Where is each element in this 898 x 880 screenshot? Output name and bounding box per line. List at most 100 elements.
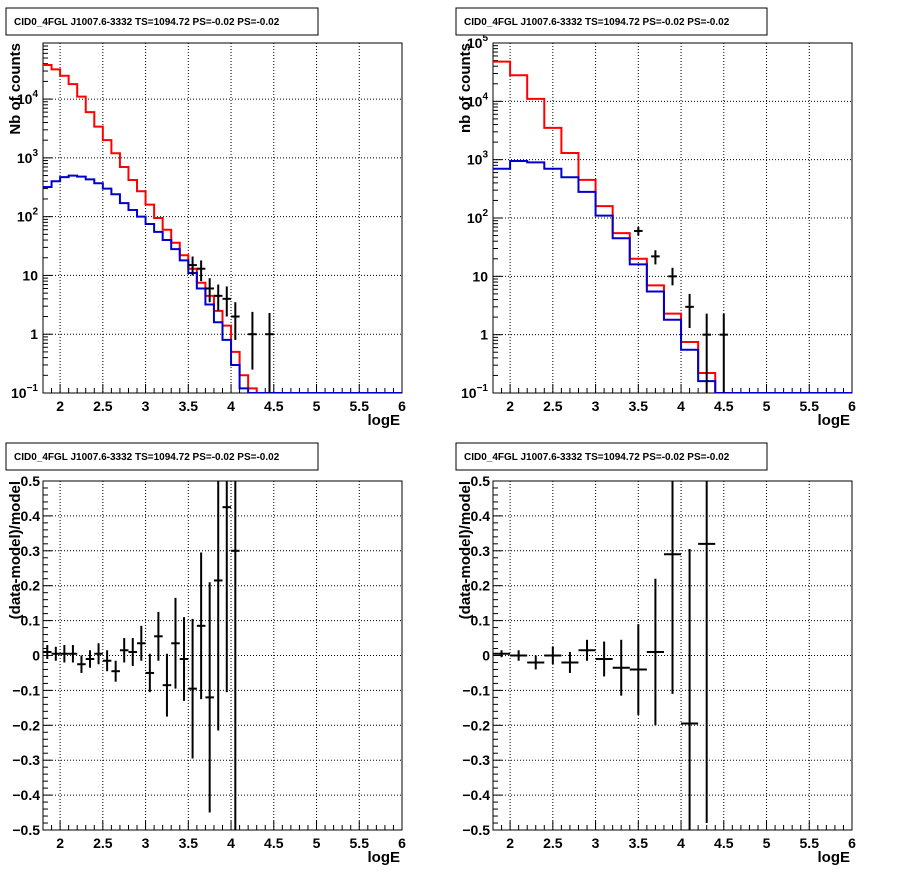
plot-data — [43, 481, 240, 830]
y-tick-label: −0.2 — [12, 717, 40, 733]
x-tick-label: 6 — [848, 835, 856, 851]
x-axis-title: logE — [368, 849, 401, 866]
y-tick-label: 0.4 — [471, 508, 491, 524]
y-axis-title: Nb of counts — [7, 43, 24, 135]
x-tick-label: 4.5 — [714, 835, 734, 851]
x-axis-title: logE — [368, 412, 401, 429]
y-tick-label: 103 — [17, 148, 39, 166]
x-tick-label: 4 — [677, 398, 685, 414]
y-tick-label: 0.1 — [471, 613, 491, 629]
x-tick-label: 5.5 — [350, 835, 370, 851]
x-axis-title: logE — [818, 849, 851, 866]
y-tick-label: 104 — [17, 89, 39, 107]
chart-title: CID0_4FGL J1007.6-3332 TS=1094.72 PS=-0.… — [14, 452, 280, 463]
y-tick-label: 0.2 — [21, 578, 41, 594]
x-tick-label: 4 — [227, 398, 235, 414]
y-tick-label: −0.3 — [12, 752, 40, 768]
y-tick-label: 0.5 — [21, 473, 41, 489]
y-tick-label: 0.3 — [21, 543, 41, 559]
y-axis-title: (data-model)/model — [457, 481, 474, 619]
x-tick-label: 5 — [763, 835, 771, 851]
plot-frame — [492, 42, 853, 394]
plot-data — [493, 481, 716, 830]
x-tick-label: 2.5 — [543, 835, 563, 851]
chart-title: CID0_4FGL J1007.6-3332 TS=1094.72 PS=-0.… — [14, 17, 280, 28]
x-tick-label: 5.5 — [800, 835, 820, 851]
x-tick-label: 3 — [142, 398, 150, 414]
chart-panel-1: 2 2.5 3 3.5 4 4.5 5 5.5 6 10−1 1 10 102 103 104 logE Nb … — [5, 7, 406, 429]
x-tick-label: 4 — [677, 835, 685, 851]
y-tick-label: 0 — [32, 648, 40, 664]
title-box — [455, 442, 768, 471]
x-tick-label: 3.5 — [629, 398, 649, 414]
chart-title: CID0_4FGL J1007.6-3332 TS=1094.72 PS=-0.… — [464, 452, 730, 463]
y-tick-label: 1 — [30, 326, 38, 342]
x-tick-label: 3.5 — [179, 398, 199, 414]
x-tick-label: 3 — [142, 835, 150, 851]
x-tick-label: 6 — [398, 398, 406, 414]
x-tick-label: 2 — [506, 835, 514, 851]
plot-data — [493, 60, 852, 393]
x-tick-label: 2.5 — [543, 398, 563, 414]
y-tick-label: 103 — [467, 150, 489, 168]
model-component-line — [493, 159, 852, 393]
x-tick-label: 2.5 — [93, 835, 113, 851]
x-tick-label: 2 — [506, 398, 514, 414]
x-tick-label: 3 — [592, 835, 600, 851]
x-tick-label: 4.5 — [264, 398, 284, 414]
x-tick-label: 6 — [398, 835, 406, 851]
y-tick-label: −0.4 — [12, 787, 40, 803]
y-tick-label: 10 — [22, 267, 38, 283]
y-axis-title: nb of counts — [457, 43, 474, 133]
y-tick-label: −0.1 — [462, 682, 490, 698]
model-total-line — [493, 60, 852, 393]
x-tick-label: 5 — [313, 835, 321, 851]
x-tick-label: 5.5 — [800, 398, 820, 414]
x-tick-label: 2 — [56, 835, 64, 851]
title-box — [455, 7, 768, 36]
y-tick-label: 10−1 — [461, 383, 488, 401]
y-tick-label: 102 — [467, 208, 489, 226]
x-tick-label: 3.5 — [629, 835, 649, 851]
x-tick-label: 5 — [313, 398, 321, 414]
y-axis-title: (data-model)/model — [7, 481, 24, 619]
x-tick-label: 4.5 — [714, 398, 734, 414]
y-tick-label: 0.5 — [471, 473, 491, 489]
x-tick-label: 5.5 — [350, 398, 370, 414]
x-tick-label: 2 — [56, 398, 64, 414]
y-tick-label: −0.5 — [462, 822, 490, 838]
chart-panel-4: 2 2.5 3 3.5 4 4.5 5 5.5 6 −0.5 −0.4 −0.3 −0.2 −0.1 0 0.… — [455, 442, 856, 866]
model-component-line — [43, 174, 402, 393]
plot-frame — [42, 480, 403, 831]
chart-panel-2: 2 2.5 3 3.5 4 4.5 5 5.5 6 10−1 1 10 102 103 104 105 logE… — [455, 7, 856, 429]
y-tick-label: −0.5 — [12, 822, 40, 838]
y-tick-label: −0.2 — [462, 717, 490, 733]
title-box — [5, 7, 319, 36]
y-tick-label: 10 — [472, 268, 488, 284]
x-tick-label: 2.5 — [93, 398, 113, 414]
x-tick-label: 4 — [227, 835, 235, 851]
y-tick-label: −0.1 — [12, 682, 40, 698]
y-tick-label: 1 — [480, 327, 488, 343]
y-tick-label: 0.2 — [471, 578, 491, 594]
plot-data — [43, 64, 402, 393]
chart-panel-3: 2 2.5 3 3.5 4 4.5 5 5.5 6 −0.5 −0.4 −0.3 −0.2 −0.1 0 0.… — [5, 442, 406, 866]
x-tick-label: 6 — [848, 398, 856, 414]
x-axis-title: logE — [818, 412, 851, 429]
y-tick-label: 102 — [17, 207, 39, 225]
y-tick-label: 0.4 — [21, 508, 41, 524]
chart-title: CID0_4FGL J1007.6-3332 TS=1094.72 PS=-0.… — [464, 17, 730, 28]
x-tick-label: 3 — [592, 398, 600, 414]
y-tick-label: 104 — [467, 91, 489, 109]
y-tick-label: 0.3 — [471, 543, 491, 559]
y-tick-label: 105 — [467, 33, 489, 51]
y-tick-label: −0.3 — [462, 752, 490, 768]
x-tick-label: 5 — [763, 398, 771, 414]
y-tick-label: 10−1 — [11, 383, 38, 401]
title-box — [5, 442, 319, 471]
x-tick-label: 3.5 — [179, 835, 199, 851]
y-tick-label: 0.1 — [21, 613, 41, 629]
x-tick-label: 4.5 — [264, 835, 284, 851]
y-tick-label: −0.4 — [462, 787, 490, 803]
